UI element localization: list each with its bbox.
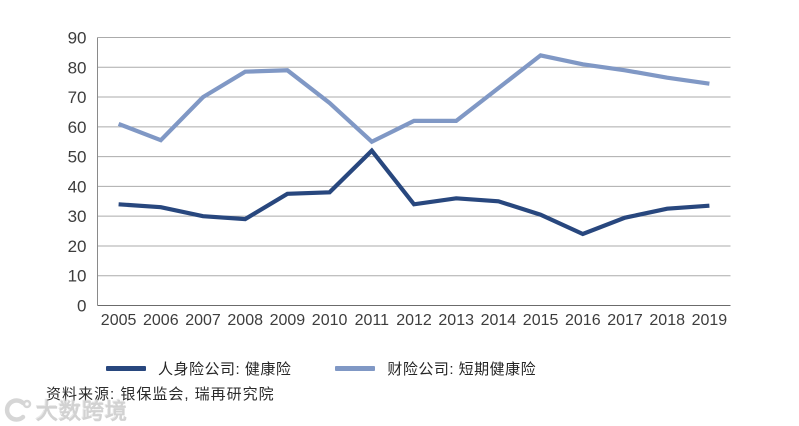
y-tick-label: 60	[68, 118, 87, 137]
x-tick-label: 2018	[649, 312, 685, 329]
y-tick-label: 80	[68, 58, 87, 77]
source-note: 资料来源: 银保监会, 瑞再研究院	[46, 386, 275, 403]
legend-item-pc-insurers: 财险公司: 短期健康险	[335, 358, 536, 379]
watermark-text: 大数跨境	[36, 399, 129, 424]
y-tick-label: 0	[77, 297, 86, 316]
series-line-1	[117, 53, 710, 145]
x-tick-label: 2009	[270, 312, 306, 329]
y-tick-label: 90	[68, 29, 87, 48]
y-tick-label: 50	[68, 148, 87, 167]
legend-label: 人身险公司: 健康险	[158, 360, 292, 378]
x-tick-label: 2017	[607, 312, 643, 329]
watermark: 大数跨境	[3, 394, 128, 426]
x-tick-label: 2008	[227, 312, 263, 329]
chart-legend: 人身险公司: 健康险 财险公司: 短期健康险	[106, 357, 536, 379]
legend-line-swatch-light	[335, 365, 376, 371]
x-tick-label: 2010	[312, 312, 348, 329]
x-tick-label: 2005	[101, 312, 137, 329]
watermark-logo-icon	[4, 398, 32, 422]
y-tick-label: 70	[68, 88, 87, 107]
x-tick-label: 2011	[355, 312, 390, 329]
legend-line-swatch-dark	[106, 365, 146, 371]
y-tick-label: 10	[68, 267, 87, 286]
legend-label: 财险公司: 短期健康险	[387, 360, 537, 378]
x-tick-label: 2015	[523, 312, 559, 329]
y-tick-label: 20	[68, 237, 87, 256]
y-tick-label: 30	[68, 207, 87, 226]
x-tick-label: 2014	[481, 312, 517, 329]
x-tick-label: 2016	[565, 312, 601, 329]
x-tick-label: 2012	[396, 312, 432, 329]
x-tick-label: 2013	[438, 312, 474, 329]
y-tick-label: 40	[68, 177, 87, 196]
legend-item-life-insurers: 人身险公司: 健康险	[106, 358, 291, 379]
x-tick-label: 2019	[692, 312, 728, 329]
health-insurance-claims-ratio-line-chart: 0 10 20 30 40 50 60 70 80 90 2005 2006 2007 2008 2009 2…	[68, 29, 731, 329]
series-line-0	[118, 147, 710, 237]
x-tick-label: 2007	[185, 312, 221, 329]
x-tick-label: 2006	[143, 312, 179, 329]
